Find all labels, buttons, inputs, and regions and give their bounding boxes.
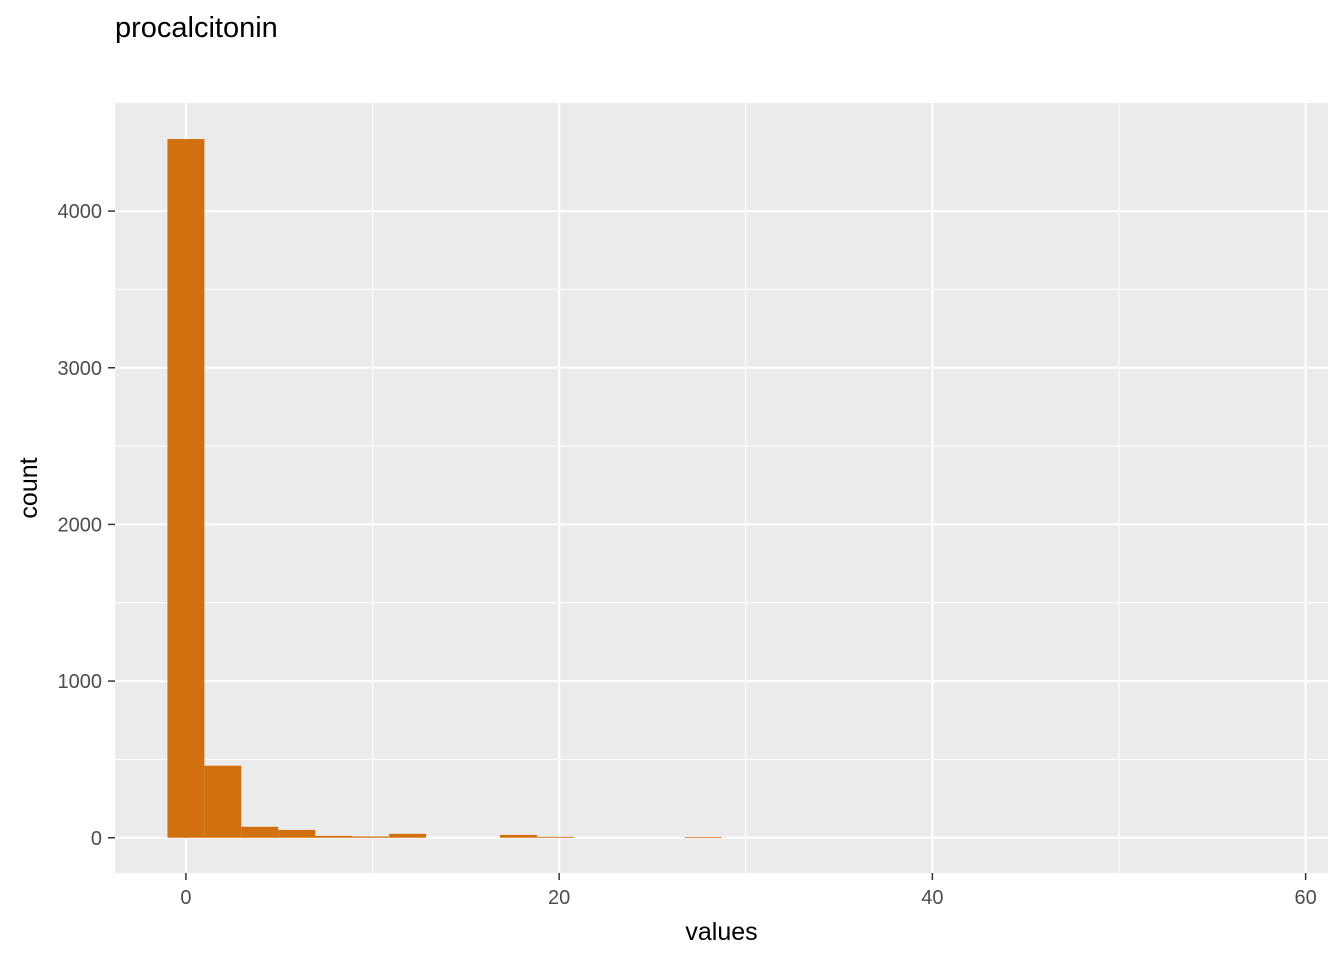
y-tick-label: 1000 [58,671,103,693]
histogram-bar [499,834,537,838]
chart-title: procalcitonin [115,12,278,44]
x-tick-label: 60 [1294,887,1316,909]
x-tick-labels: 0 20 40 60 [180,887,1316,909]
histogram-bar [536,836,574,838]
y-tick-label: 3000 [58,358,103,380]
histogram-bar [278,829,316,838]
axis-ticks [108,210,1307,880]
x-tick-label: 20 [548,887,570,909]
y-tick-label: 4000 [58,201,103,223]
y-axis-title: count [15,457,43,518]
histogram-bar [204,765,242,838]
histogram-bar [315,835,353,838]
histogram-bar [241,826,279,838]
y-tick-label: 2000 [58,514,103,536]
histogram-bar [389,833,427,838]
histogram-bar [684,836,722,838]
histogram-bar [167,139,205,838]
histogram-bars [167,139,722,838]
x-tick-label: 0 [180,887,191,909]
x-axis-title: values [685,918,757,946]
plot-panel [115,103,1328,873]
histogram-bar [352,836,390,838]
y-tick-labels: 0 1000 2000 3000 4000 [58,201,103,850]
minor-gridlines [115,103,1328,873]
x-tick-label: 40 [921,887,943,909]
y-tick-label: 0 [91,828,102,850]
